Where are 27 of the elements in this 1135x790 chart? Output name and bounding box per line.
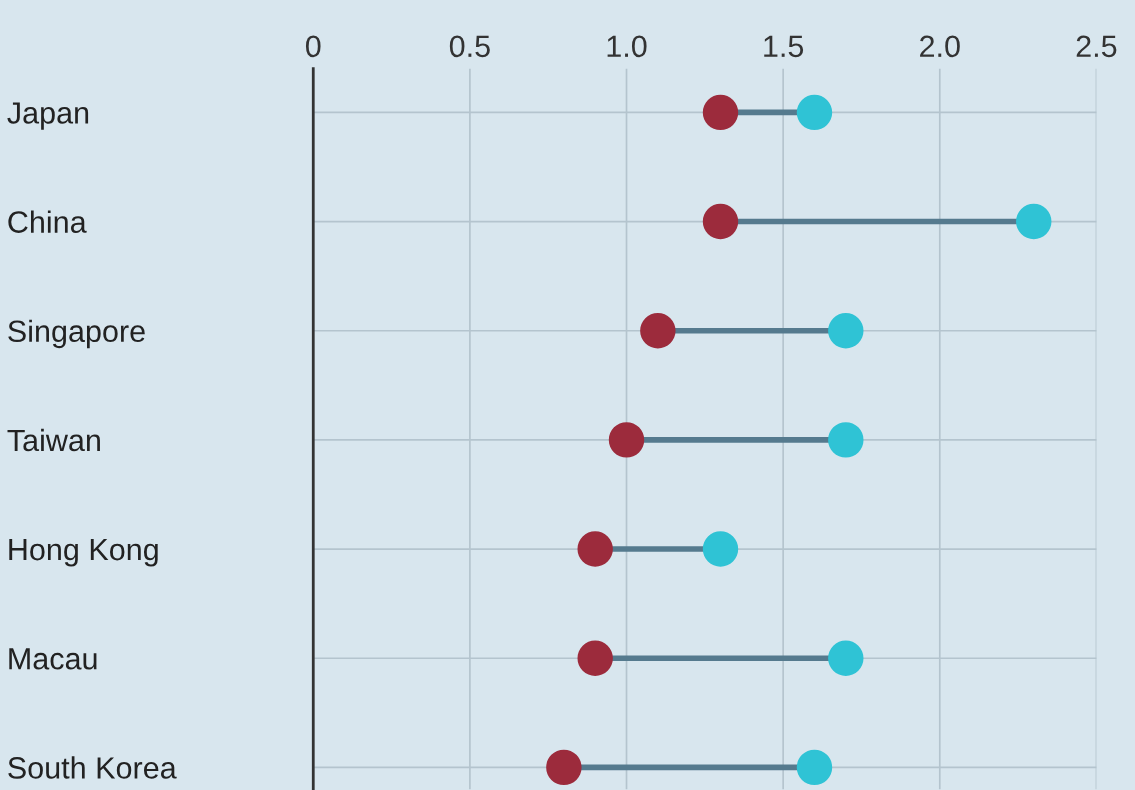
y-tick-label: China <box>8 210 87 233</box>
point <box>702 203 739 240</box>
point <box>608 422 645 458</box>
x-tick-label: 1.5 <box>764 35 804 58</box>
point <box>546 749 582 786</box>
y-tick-label: South Korea <box>8 756 177 779</box>
point <box>702 94 739 131</box>
point <box>1016 203 1052 240</box>
x-tick-label: 1.0 <box>607 35 647 58</box>
y-tick-label: Singapore <box>8 319 145 349</box>
point <box>702 531 739 567</box>
point <box>796 94 833 131</box>
point <box>577 640 613 676</box>
point <box>828 640 864 676</box>
y-tick-label: Macau <box>9 648 97 670</box>
point <box>828 313 864 349</box>
x-tick-label: 2.0 <box>920 35 960 58</box>
point <box>796 749 833 786</box>
y-tick-label: Hong Kong <box>9 539 158 567</box>
y-tick-label: Japan <box>7 102 89 130</box>
x-tick-label: 2.5 <box>1076 35 1117 58</box>
point <box>577 531 613 567</box>
point <box>640 313 676 349</box>
x-tick-label: 0.5 <box>449 35 490 58</box>
x-tick-label: 0 <box>305 35 321 58</box>
point <box>828 422 864 458</box>
y-tick-label: Taiwan <box>7 428 100 452</box>
